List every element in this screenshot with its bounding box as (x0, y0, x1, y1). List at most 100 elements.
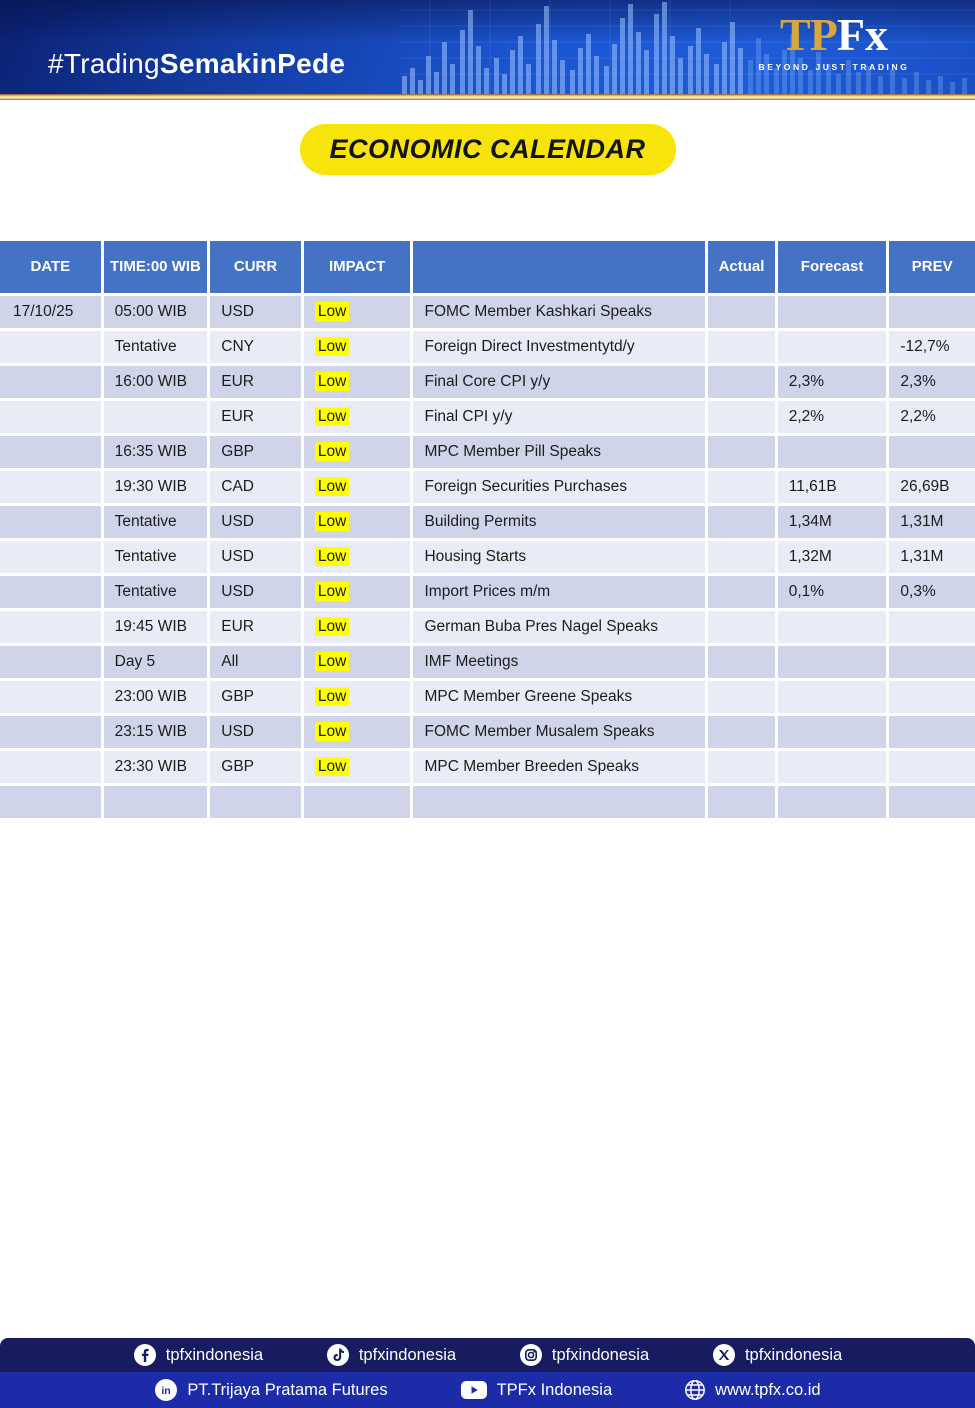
header-banner: #TradingSemakinPede TPFx BEYOND JUST TRA… (0, 0, 975, 94)
impact-badge: Low (314, 617, 350, 636)
impact-cell: Low (303, 366, 411, 398)
event-cell: MPC Member Breeden Speaks (413, 751, 706, 783)
col-header-date: DATE (0, 241, 101, 293)
event-cell: Final Core CPI y/y (413, 366, 706, 398)
actual-cell (708, 331, 775, 363)
forecast-cell: 11,61B (777, 471, 887, 503)
prev-cell: 0,3% (889, 576, 975, 608)
gold-divider (0, 94, 975, 100)
event-cell: Final CPI y/y (413, 401, 706, 433)
event-cell: MPC Member Pill Speaks (413, 436, 706, 468)
impact-cell: Low (303, 576, 411, 608)
forecast-cell (777, 716, 887, 748)
impact-cell: Low (303, 611, 411, 643)
prev-cell: 2,3% (889, 366, 975, 398)
table-row: 19:30 WIB CAD Low Foreign Securities Purcha… (0, 471, 975, 503)
actual-cell (708, 576, 775, 608)
event-cell: IMF Meetings (413, 646, 706, 678)
time-cell: Tentative (103, 541, 208, 573)
forecast-cell: 2,3% (777, 366, 887, 398)
date-cell: 17/10/25 (0, 296, 101, 328)
actual-cell (708, 296, 775, 328)
actual-cell (708, 541, 775, 573)
footer-company-row: in PT.Trijaya Pratama Futures TPFx Indon… (0, 1372, 975, 1408)
actual-cell (708, 786, 775, 818)
table-row: Tentative CNY Low Foreign Direct Investment… (0, 331, 975, 363)
hashtag-light-part: #Trading (48, 48, 160, 79)
table-row: Tentative USD Low Housing Starts 1,32M 1,31M (0, 541, 975, 573)
currency-cell: EUR (210, 366, 301, 398)
currency-cell: CAD (210, 471, 301, 503)
forecast-cell (777, 611, 887, 643)
time-cell: 05:00 WIB (103, 296, 208, 328)
globe-icon (685, 1380, 706, 1400)
actual-cell (708, 506, 775, 538)
impact-cell: Low (303, 716, 411, 748)
date-cell (0, 716, 101, 748)
forecast-cell (777, 751, 887, 783)
table-row: Tentative USD Low Import Prices m/m 0,1% 0,3% (0, 576, 975, 608)
time-cell: Day 5 (103, 646, 208, 678)
event-cell: MPC Member Greene Speaks (413, 681, 706, 713)
impact-badge: Low (314, 372, 350, 391)
impact-badge: Low (314, 757, 350, 776)
forecast-cell: 1,32M (777, 541, 887, 573)
currency-cell: EUR (210, 401, 301, 433)
youtube-icon (460, 1381, 487, 1399)
prev-cell (889, 786, 975, 818)
page-title: ECONOMIC CALENDAR (299, 124, 676, 175)
table-row: Day 5 All Low IMF Meetings (0, 646, 975, 678)
impact-badge: Low (314, 687, 350, 706)
prev-cell: 1,31M (889, 506, 975, 538)
footer-item-tiktok: tpfxindonesia (326, 1343, 456, 1367)
tiktok-icon (326, 1344, 349, 1366)
footer-item-linkedin: in PT.Trijaya Pratama Futures (154, 1378, 388, 1402)
svg-text:in: in (162, 1385, 171, 1397)
impact-badge: Low (314, 337, 350, 356)
col-header-impact: IMPACT (303, 241, 411, 293)
impact-cell: Low (303, 646, 411, 678)
table-row: 16:00 WIB EUR Low Final Core CPI y/y 2,3% 2,3… (0, 366, 975, 398)
forecast-cell (777, 331, 887, 363)
campaign-hashtag: #TradingSemakinPede (48, 48, 345, 80)
tpfx-logo: TPFx BEYOND JUST TRADING (749, 9, 919, 73)
impact-badge: Low (314, 442, 350, 461)
currency-cell: USD (210, 541, 301, 573)
prev-cell (889, 646, 975, 678)
time-cell: Tentative (103, 331, 208, 363)
actual-cell (708, 401, 775, 433)
impact-badge: Low (314, 407, 350, 426)
currency-cell: GBP (210, 436, 301, 468)
currency-cell: USD (210, 576, 301, 608)
actual-cell (708, 471, 775, 503)
time-cell: 23:15 WIB (103, 716, 208, 748)
equalizer-chart-graphic (400, 0, 975, 94)
actual-cell (708, 646, 775, 678)
impact-cell: Low (303, 401, 411, 433)
event-cell: FOMC Member Musalem Speaks (413, 716, 706, 748)
table-row: 23:00 WIB GBP Low MPC Member Greene Speaks (0, 681, 975, 713)
tpfx-logo-wordmark: TPFx (780, 9, 888, 60)
currency-cell (210, 786, 301, 818)
prev-cell: -12,7% (889, 331, 975, 363)
time-cell (103, 786, 208, 818)
currency-cell: GBP (210, 681, 301, 713)
prev-cell (889, 436, 975, 468)
date-cell (0, 681, 101, 713)
impact-badge: Low (314, 547, 350, 566)
date-cell (0, 401, 101, 433)
event-cell: Housing Starts (413, 541, 706, 573)
impact-cell: Low (303, 751, 411, 783)
col-header-prev: PREV (889, 241, 975, 293)
time-cell: 16:00 WIB (103, 366, 208, 398)
impact-cell: Low (303, 331, 411, 363)
time-cell: Tentative (103, 576, 208, 608)
actual-cell (708, 716, 775, 748)
time-cell: 19:45 WIB (103, 611, 208, 643)
time-cell (103, 401, 208, 433)
forecast-cell (777, 436, 887, 468)
footer-item-website: www.tpfx.co.id (684, 1379, 821, 1401)
forecast-cell: 1,34M (777, 506, 887, 538)
date-cell (0, 576, 101, 608)
event-cell (413, 786, 706, 818)
